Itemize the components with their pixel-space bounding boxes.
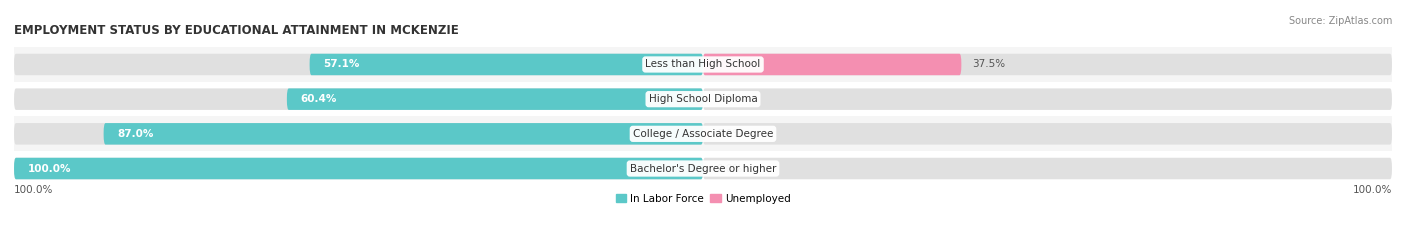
Bar xyxy=(14,82,1392,116)
Text: 0.0%: 0.0% xyxy=(717,129,742,139)
FancyBboxPatch shape xyxy=(287,88,703,110)
Text: 100.0%: 100.0% xyxy=(1353,185,1392,195)
FancyBboxPatch shape xyxy=(14,88,703,110)
FancyBboxPatch shape xyxy=(703,54,1392,75)
FancyBboxPatch shape xyxy=(14,158,703,179)
Text: Bachelor's Degree or higher: Bachelor's Degree or higher xyxy=(630,164,776,174)
FancyBboxPatch shape xyxy=(14,158,703,179)
FancyBboxPatch shape xyxy=(14,54,703,75)
FancyBboxPatch shape xyxy=(703,158,1392,179)
Bar xyxy=(14,151,1392,186)
Bar xyxy=(14,116,1392,151)
FancyBboxPatch shape xyxy=(104,123,703,145)
Text: 57.1%: 57.1% xyxy=(323,59,360,69)
FancyBboxPatch shape xyxy=(703,88,1392,110)
Text: College / Associate Degree: College / Associate Degree xyxy=(633,129,773,139)
Text: Source: ZipAtlas.com: Source: ZipAtlas.com xyxy=(1288,16,1392,26)
Text: 0.0%: 0.0% xyxy=(717,94,742,104)
FancyBboxPatch shape xyxy=(703,54,962,75)
FancyBboxPatch shape xyxy=(703,123,1392,145)
Text: 100.0%: 100.0% xyxy=(14,185,53,195)
Bar xyxy=(14,47,1392,82)
Text: 0.0%: 0.0% xyxy=(717,164,742,174)
Text: 60.4%: 60.4% xyxy=(301,94,337,104)
Text: High School Diploma: High School Diploma xyxy=(648,94,758,104)
Text: 87.0%: 87.0% xyxy=(117,129,153,139)
FancyBboxPatch shape xyxy=(14,123,703,145)
Text: Less than High School: Less than High School xyxy=(645,59,761,69)
Legend: In Labor Force, Unemployed: In Labor Force, Unemployed xyxy=(612,190,794,208)
FancyBboxPatch shape xyxy=(309,54,703,75)
Text: EMPLOYMENT STATUS BY EDUCATIONAL ATTAINMENT IN MCKENZIE: EMPLOYMENT STATUS BY EDUCATIONAL ATTAINM… xyxy=(14,24,458,37)
Text: 100.0%: 100.0% xyxy=(28,164,72,174)
Text: 37.5%: 37.5% xyxy=(972,59,1005,69)
